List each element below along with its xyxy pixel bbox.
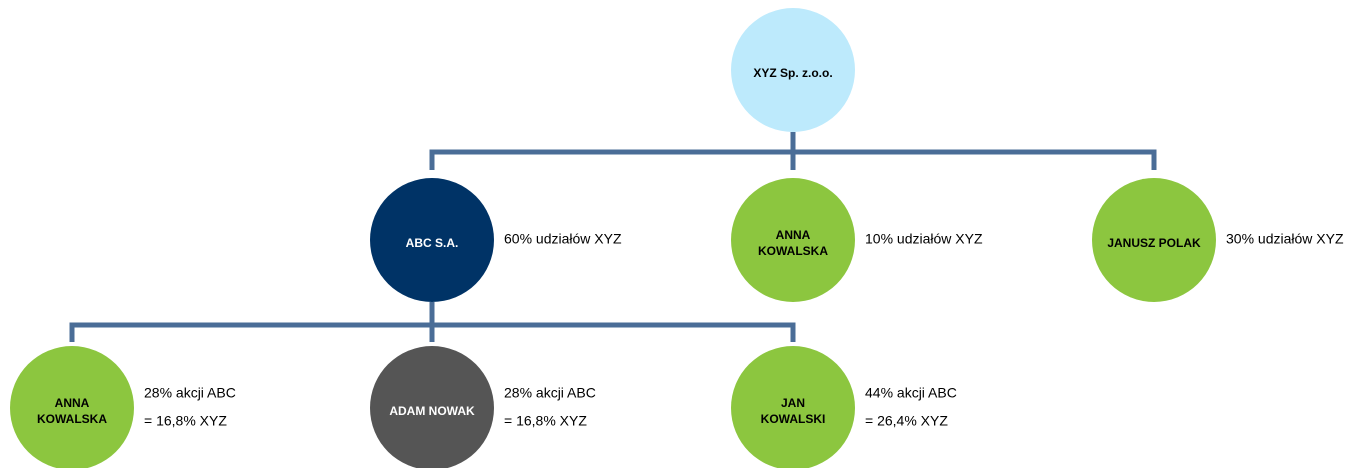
node-circle (370, 346, 494, 468)
node: JAN KOWALSKI 44% akcji ABC = 26,4% XYZ (731, 346, 957, 468)
node: ANNA KOWALSKA 10% udziałów XYZ (731, 178, 983, 302)
node-circle (1092, 178, 1216, 302)
node-label: KOWALSKI (761, 412, 826, 426)
connector (69, 302, 796, 342)
node-note: 30% udziałów XYZ (1226, 231, 1344, 247)
node: ABC S.A. 60% udziałów XYZ (370, 178, 622, 302)
node-label: XYZ Sp. z.o.o. (753, 66, 832, 80)
node-note: 28% akcji ABC (144, 385, 236, 401)
connector (429, 132, 1157, 170)
connectors (69, 132, 1157, 342)
node-circle (370, 178, 494, 302)
nodes: XYZ Sp. z.o.o. ABC S.A. 60% udziałów XYZ AN… (10, 8, 1344, 468)
node-note: 10% udziałów XYZ (865, 231, 983, 247)
node-label: ANNA (55, 396, 90, 410)
node-label: ANNA (776, 228, 811, 242)
node-note: = 26,4% XYZ (865, 413, 948, 429)
node-note: = 16,8% XYZ (504, 413, 587, 429)
node: ANNA KOWALSKA 28% akcji ABC = 16,8% XYZ (10, 346, 236, 468)
node-label: JANUSZ POLAK (1107, 236, 1201, 250)
node: JANUSZ POLAK 30% udziałów XYZ (1092, 178, 1344, 302)
node-note: 44% akcji ABC (865, 385, 957, 401)
node: ADAM NOWAK 28% akcji ABC = 16,8% XYZ (370, 346, 596, 468)
node-label: JAN (781, 396, 805, 410)
node-note: = 16,8% XYZ (144, 413, 227, 429)
node-circle (731, 178, 855, 302)
node-label: ADAM NOWAK (389, 404, 475, 418)
node: XYZ Sp. z.o.o. (731, 8, 855, 132)
node-note: 60% udziałów XYZ (504, 231, 622, 247)
node-circle (10, 346, 134, 468)
node-circle (731, 346, 855, 468)
node-label: KOWALSKA (758, 244, 828, 258)
node-circle (731, 8, 855, 132)
node-note: 28% akcji ABC (504, 385, 596, 401)
node-label: KOWALSKA (37, 412, 107, 426)
node-label: ABC S.A. (406, 236, 459, 250)
